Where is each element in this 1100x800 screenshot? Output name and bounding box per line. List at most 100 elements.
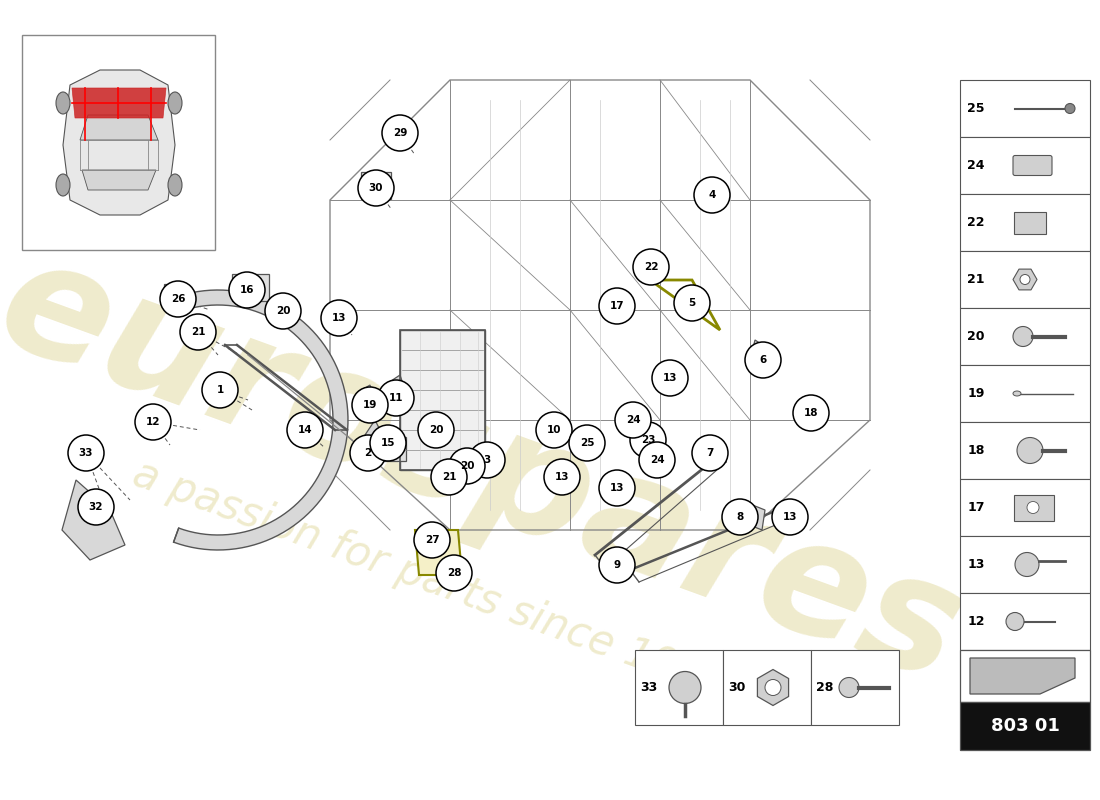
FancyBboxPatch shape [960,308,1090,365]
Polygon shape [415,530,462,575]
Circle shape [600,547,635,583]
FancyBboxPatch shape [723,650,811,725]
FancyBboxPatch shape [374,437,406,461]
Text: 20: 20 [276,306,290,316]
Circle shape [544,459,580,495]
Circle shape [1027,502,1040,514]
Circle shape [202,372,238,408]
FancyBboxPatch shape [1014,494,1054,521]
Circle shape [1018,438,1043,463]
Text: 22: 22 [967,216,984,229]
Text: eurospares: eurospares [0,225,981,715]
Circle shape [265,293,301,329]
Circle shape [669,671,701,703]
Circle shape [431,459,467,495]
Polygon shape [358,385,374,402]
FancyBboxPatch shape [960,479,1090,536]
Text: 24: 24 [967,159,984,172]
Polygon shape [385,375,405,400]
Circle shape [321,300,358,336]
Text: 12: 12 [967,615,984,628]
Text: 4: 4 [708,190,716,200]
Circle shape [600,288,635,324]
Text: 30: 30 [368,183,383,193]
Text: 13: 13 [554,472,570,482]
Circle shape [694,177,730,213]
FancyBboxPatch shape [960,593,1090,650]
Polygon shape [970,658,1075,694]
Circle shape [536,412,572,448]
Text: 30: 30 [728,681,746,694]
Circle shape [1013,326,1033,346]
Text: 20: 20 [967,330,984,343]
Text: 10: 10 [547,425,561,435]
Circle shape [722,499,758,535]
Ellipse shape [56,92,70,114]
FancyBboxPatch shape [960,702,1090,750]
Text: 18: 18 [804,408,818,418]
FancyBboxPatch shape [960,422,1090,479]
Text: 9: 9 [614,560,620,570]
Circle shape [382,115,418,151]
FancyBboxPatch shape [960,137,1090,194]
Text: 24: 24 [626,415,640,425]
FancyBboxPatch shape [232,274,270,301]
Polygon shape [365,420,380,445]
FancyBboxPatch shape [1014,211,1046,234]
FancyBboxPatch shape [635,650,723,725]
Circle shape [639,442,675,478]
Circle shape [839,678,859,698]
Ellipse shape [1013,391,1021,396]
Circle shape [68,435,104,471]
Polygon shape [82,170,156,190]
FancyBboxPatch shape [22,35,215,250]
Circle shape [1065,103,1075,114]
Circle shape [652,360,688,396]
Text: 32: 32 [89,502,103,512]
Polygon shape [1013,269,1037,290]
Circle shape [600,470,635,506]
Text: a passion for parts since 1985: a passion for parts since 1985 [128,453,733,707]
Ellipse shape [168,174,182,196]
FancyBboxPatch shape [1013,155,1052,175]
Circle shape [78,489,114,525]
Polygon shape [737,500,764,530]
Text: 16: 16 [240,285,254,295]
Polygon shape [63,70,175,215]
Circle shape [630,422,666,458]
Text: 21: 21 [190,327,206,337]
Circle shape [160,281,196,317]
Text: 19: 19 [967,387,984,400]
Circle shape [615,402,651,438]
FancyBboxPatch shape [960,536,1090,593]
Circle shape [418,412,454,448]
Text: 19: 19 [363,400,377,410]
Text: 13: 13 [662,373,678,383]
Text: 17: 17 [609,301,625,311]
Text: 13: 13 [783,512,798,522]
FancyBboxPatch shape [400,330,485,470]
Circle shape [449,448,485,484]
FancyBboxPatch shape [960,251,1090,308]
Circle shape [793,395,829,431]
Circle shape [632,249,669,285]
Ellipse shape [56,174,70,196]
Text: 7: 7 [706,448,714,458]
Text: 1: 1 [217,385,223,395]
Circle shape [745,342,781,378]
Circle shape [469,442,505,478]
Circle shape [1006,613,1024,630]
Circle shape [370,425,406,461]
Text: 33: 33 [79,448,94,458]
Text: 11: 11 [388,393,404,403]
FancyBboxPatch shape [960,194,1090,251]
Circle shape [1015,553,1040,577]
Text: 18: 18 [967,444,984,457]
Text: 14: 14 [298,425,312,435]
Text: 17: 17 [967,501,984,514]
FancyBboxPatch shape [811,650,899,725]
Text: 2: 2 [364,448,372,458]
Circle shape [692,435,728,471]
Text: 25: 25 [967,102,984,115]
Text: 20: 20 [460,461,474,471]
